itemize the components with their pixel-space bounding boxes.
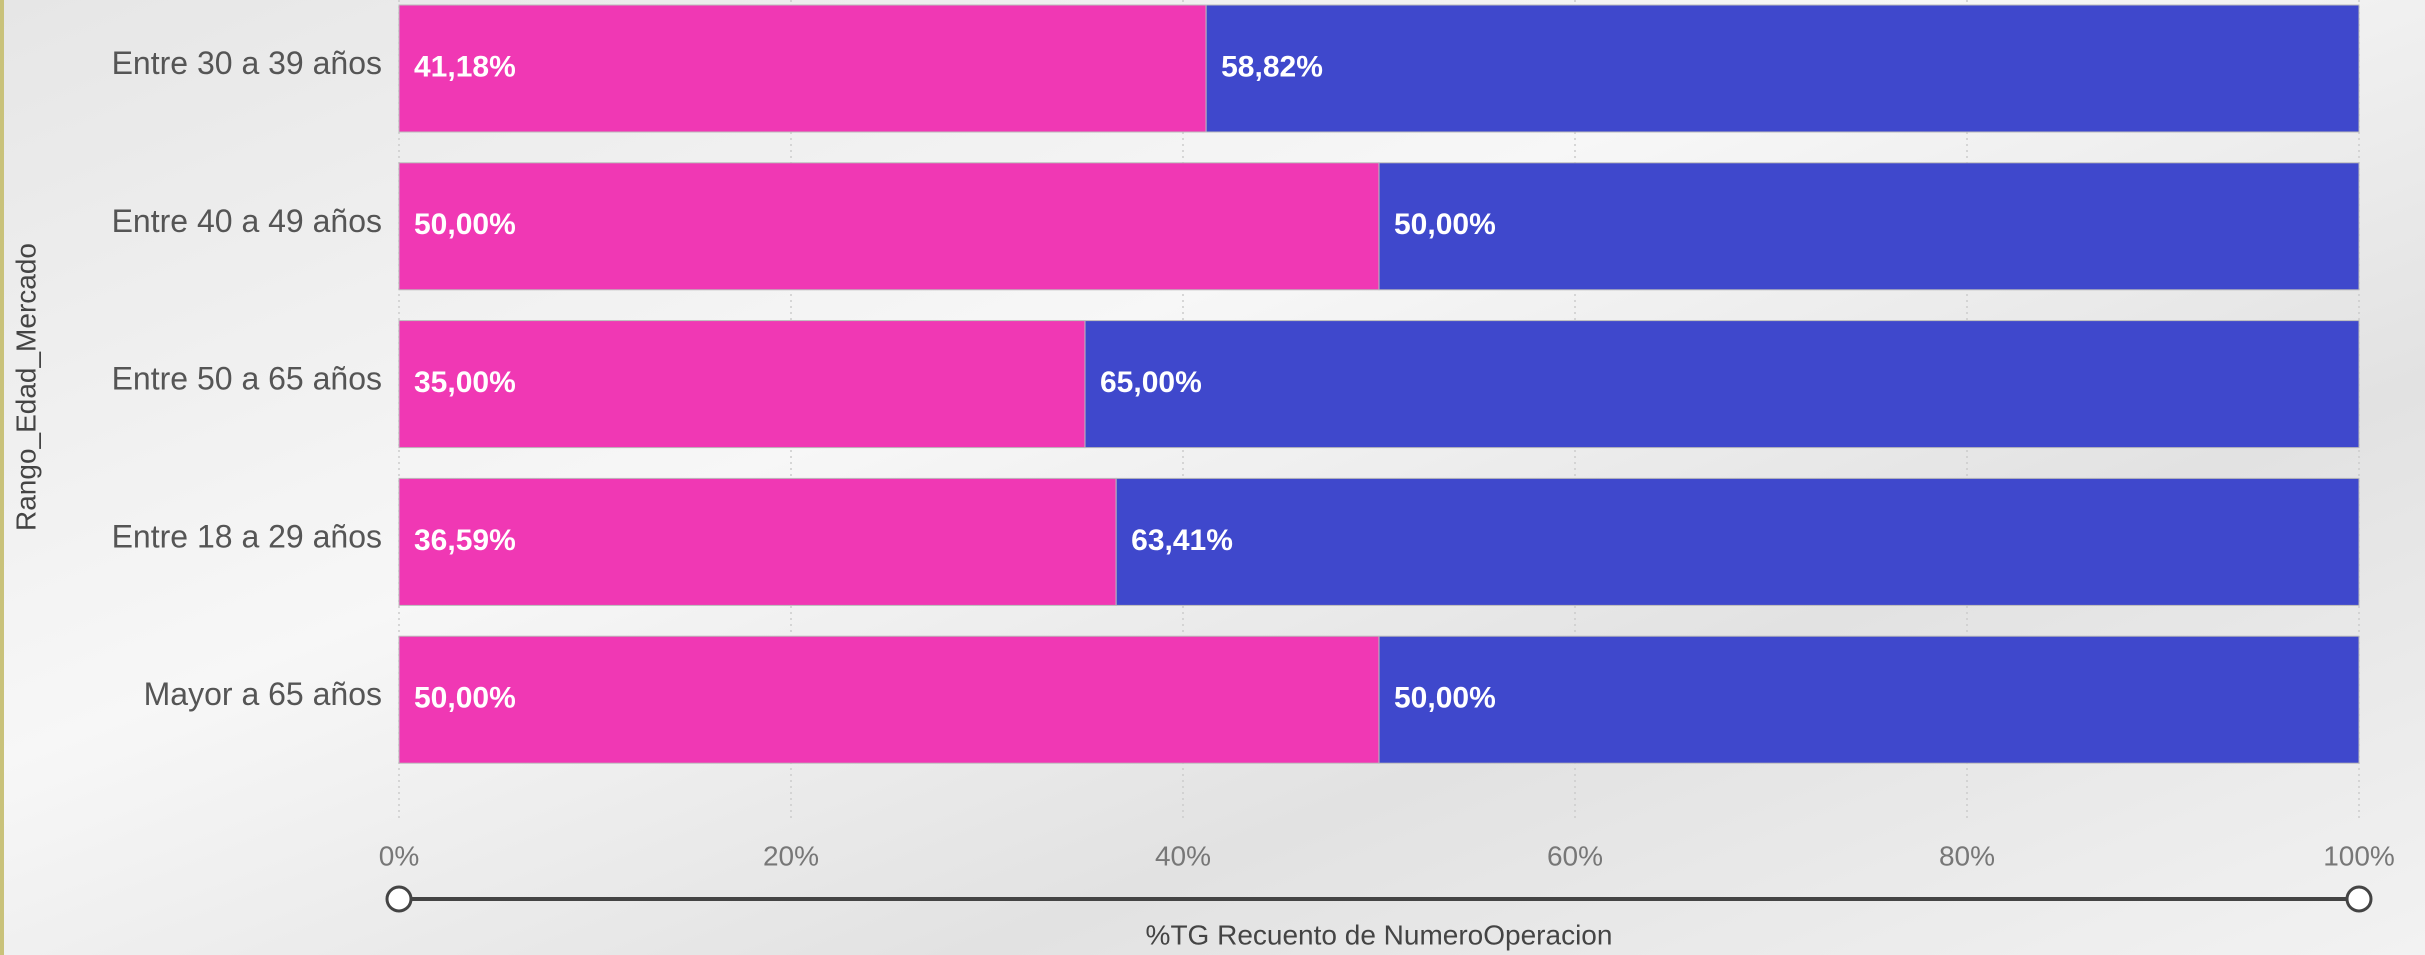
data-label: 50,00% bbox=[1394, 208, 1496, 241]
data-label: 35,00% bbox=[414, 366, 516, 399]
x-tick-label: 100% bbox=[2323, 840, 2395, 871]
x-tick-label: 80% bbox=[1939, 840, 1995, 871]
bar-segment bbox=[1205, 4, 2360, 133]
bar-segment bbox=[398, 635, 1380, 764]
y-tick-label: Entre 30 a 39 años bbox=[112, 45, 382, 81]
bar-segment bbox=[398, 4, 1207, 133]
y-axis-title: Rango_Edad_Mercado bbox=[10, 243, 41, 531]
data-label: 41,18% bbox=[414, 50, 516, 83]
x-axis-title: %TG Recuento de NumeroOperacion bbox=[1146, 919, 1613, 950]
bar-segment bbox=[1115, 477, 2360, 606]
y-tick-label: Mayor a 65 años bbox=[144, 676, 382, 712]
x-tick-label: 60% bbox=[1547, 840, 1603, 871]
y-tick-label: Entre 18 a 29 años bbox=[112, 518, 382, 554]
data-label: 65,00% bbox=[1100, 366, 1202, 399]
border bbox=[0, 0, 4, 955]
slider-handle[interactable] bbox=[2345, 885, 2373, 913]
slider-handle[interactable] bbox=[385, 885, 413, 913]
y-tick-label: Entre 50 a 65 años bbox=[112, 361, 382, 397]
data-label: 50,00% bbox=[414, 208, 516, 241]
data-label: 63,41% bbox=[1131, 524, 1233, 557]
data-label: 50,00% bbox=[414, 682, 516, 715]
bar-segment bbox=[398, 162, 1380, 291]
y-tick-label: Entre 40 a 49 años bbox=[112, 203, 382, 239]
bar-segment bbox=[1378, 635, 2360, 764]
bar-segment bbox=[1084, 320, 2360, 449]
data-label: 58,82% bbox=[1221, 50, 1323, 83]
x-tick-label: 20% bbox=[763, 840, 819, 871]
x-tick-label: 0% bbox=[379, 840, 419, 871]
data-label: 36,59% bbox=[414, 524, 516, 557]
data-label: 50,00% bbox=[1394, 682, 1496, 715]
bar-segment bbox=[398, 320, 1086, 449]
bar-segment bbox=[398, 477, 1117, 606]
bar-segment bbox=[1378, 162, 2360, 291]
x-tick-label: 40% bbox=[1155, 840, 1211, 871]
